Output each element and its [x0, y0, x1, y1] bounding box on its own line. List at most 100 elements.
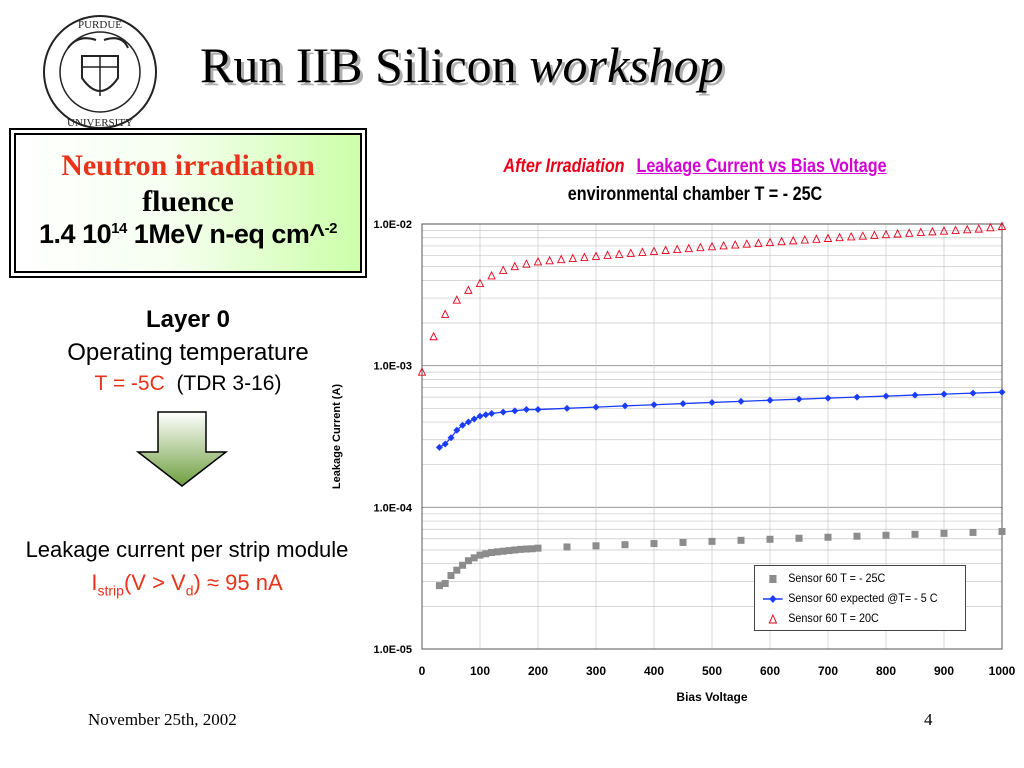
data-point-diamond: [464, 418, 472, 426]
data-point-square: [528, 545, 536, 553]
data-point-triangle: [464, 285, 473, 294]
data-point-diamond: [435, 443, 443, 451]
x-tick-label: 500: [702, 664, 722, 678]
data-point-diamond: [737, 397, 745, 405]
data-point-square: [621, 541, 629, 549]
data-point-triangle: [916, 227, 926, 237]
data-point-diamond: [592, 403, 600, 411]
data-point-square: [882, 531, 890, 539]
y-tick-label: 1.0E-03: [373, 361, 412, 373]
data-point-triangle: [684, 243, 694, 253]
data-point-triangle: [858, 231, 868, 240]
data-point-triangle: [754, 238, 763, 247]
data-point-square: [853, 532, 861, 540]
data-point-triangle: [881, 229, 891, 239]
istrip-subscript: strip: [97, 582, 124, 599]
data-point-diamond: [969, 389, 977, 397]
x-tick-label: 700: [818, 664, 838, 678]
data-point-triangle: [545, 255, 554, 265]
data-point-triangle: [835, 232, 844, 242]
data-point-triangle: [986, 222, 995, 232]
data-point-triangle: [962, 224, 972, 234]
x-tick-label: 400: [644, 664, 664, 678]
data-point-square: [435, 582, 443, 590]
data-point-triangle: [533, 256, 543, 266]
istrip-value: ) ≈ 95 nA: [193, 570, 283, 595]
data-point-triangle: [765, 237, 775, 246]
data-point-triangle: [870, 230, 879, 239]
legend-label-expected: Sensor 60 expected @T= - 5 C: [788, 591, 938, 605]
data-point-square: [522, 545, 530, 553]
data-point-square: [441, 579, 449, 587]
square-marker-icon: [769, 574, 777, 583]
data-point-diamond: [824, 394, 832, 402]
data-point-diamond: [998, 388, 1006, 396]
vd-subscript: d: [185, 582, 194, 599]
data-point-square: [795, 534, 803, 542]
data-point-triangle: [568, 253, 578, 263]
data-point-square: [824, 533, 832, 541]
chart-title-after-irradiation: After Irradiation: [503, 156, 625, 177]
y-tick-label: 1.0E-02: [373, 219, 412, 231]
data-point-diamond: [882, 392, 890, 400]
slide-title: Run IIB Silicon workshop: [200, 36, 920, 94]
title-italic: workshop: [529, 37, 724, 93]
data-point-square: [969, 528, 977, 536]
x-axis-label: Bias Voltage: [676, 690, 747, 704]
data-point-diamond: [499, 408, 507, 416]
data-point-diamond: [795, 395, 803, 403]
leakage-per-strip-label: Leakage current per strip module: [25, 537, 349, 562]
data-point-triangle: [614, 249, 624, 258]
leakage-chart: 1.0E-05 1.0E-04 1.0E-03 1.0E-02 0 100 200 300 4…: [331, 219, 1016, 704]
purdue-university-seal-logo: PURDUE UNIVERSITY: [43, 15, 157, 129]
leakage-strip-value: Istrip(V > Vd) ≈ 95 nA: [0, 570, 374, 598]
data-point-square: [592, 542, 600, 550]
data-point-diamond: [650, 401, 658, 409]
x-tick-label: 300: [586, 664, 606, 678]
data-marks: [417, 221, 1007, 590]
legend-item-minus25: Sensor 60 T = - 25C: [763, 569, 885, 587]
data-point-square: [517, 545, 525, 553]
data-point-triangle: [974, 224, 984, 233]
layer-label: Layer 0: [145, 306, 231, 333]
x-tick-label: 200: [528, 664, 548, 678]
legend-label-minus25: Sensor 60 T = - 25C: [788, 571, 886, 585]
data-point-diamond: [511, 407, 519, 415]
data-point-square: [470, 554, 478, 562]
istrip-symbol: I: [91, 570, 98, 595]
data-point-diamond: [911, 391, 919, 399]
data-point-diamond: [621, 402, 629, 410]
data-point-diamond: [534, 406, 542, 414]
data-point-triangle: [661, 245, 670, 254]
title-main: Run IIB Silicon: [200, 37, 530, 93]
data-point-square: [476, 551, 484, 559]
data-point-square: [505, 547, 513, 555]
x-tick-label: 600: [760, 664, 780, 678]
data-point-diamond: [708, 398, 716, 406]
triangle-marker-icon: [768, 613, 778, 624]
diamond-line-marker-icon: [763, 594, 783, 603]
data-point-triangle: [580, 252, 589, 261]
footer-date: November 25th, 2002: [88, 710, 237, 729]
data-point-triangle: [591, 251, 601, 260]
data-point-triangle: [638, 247, 647, 256]
legend-item-expected: Sensor 60 expected @T= - 5 C: [763, 589, 938, 607]
data-point-triangle: [823, 233, 833, 242]
data-point-diamond: [488, 409, 496, 417]
x-tick-label: 800: [876, 664, 896, 678]
temperature-line: T = -5C (TDR 3-16): [14, 372, 362, 396]
data-point-triangle: [777, 236, 786, 246]
data-point-triangle: [997, 221, 1007, 230]
data-point-diamond: [522, 406, 530, 414]
data-point-triangle: [429, 331, 438, 341]
data-point-square: [534, 544, 542, 552]
data-point-diamond: [459, 421, 467, 429]
series-1: [435, 528, 1006, 590]
y-tick-label: 1.0E-05: [373, 644, 412, 656]
data-point-diamond: [563, 404, 571, 412]
tdr-reference: (TDR 3-16): [176, 372, 282, 395]
data-point-triangle: [928, 226, 937, 236]
fluence-unit-exponent: -2: [324, 220, 338, 237]
data-point-triangle: [440, 309, 450, 318]
data-point-square: [650, 540, 658, 548]
